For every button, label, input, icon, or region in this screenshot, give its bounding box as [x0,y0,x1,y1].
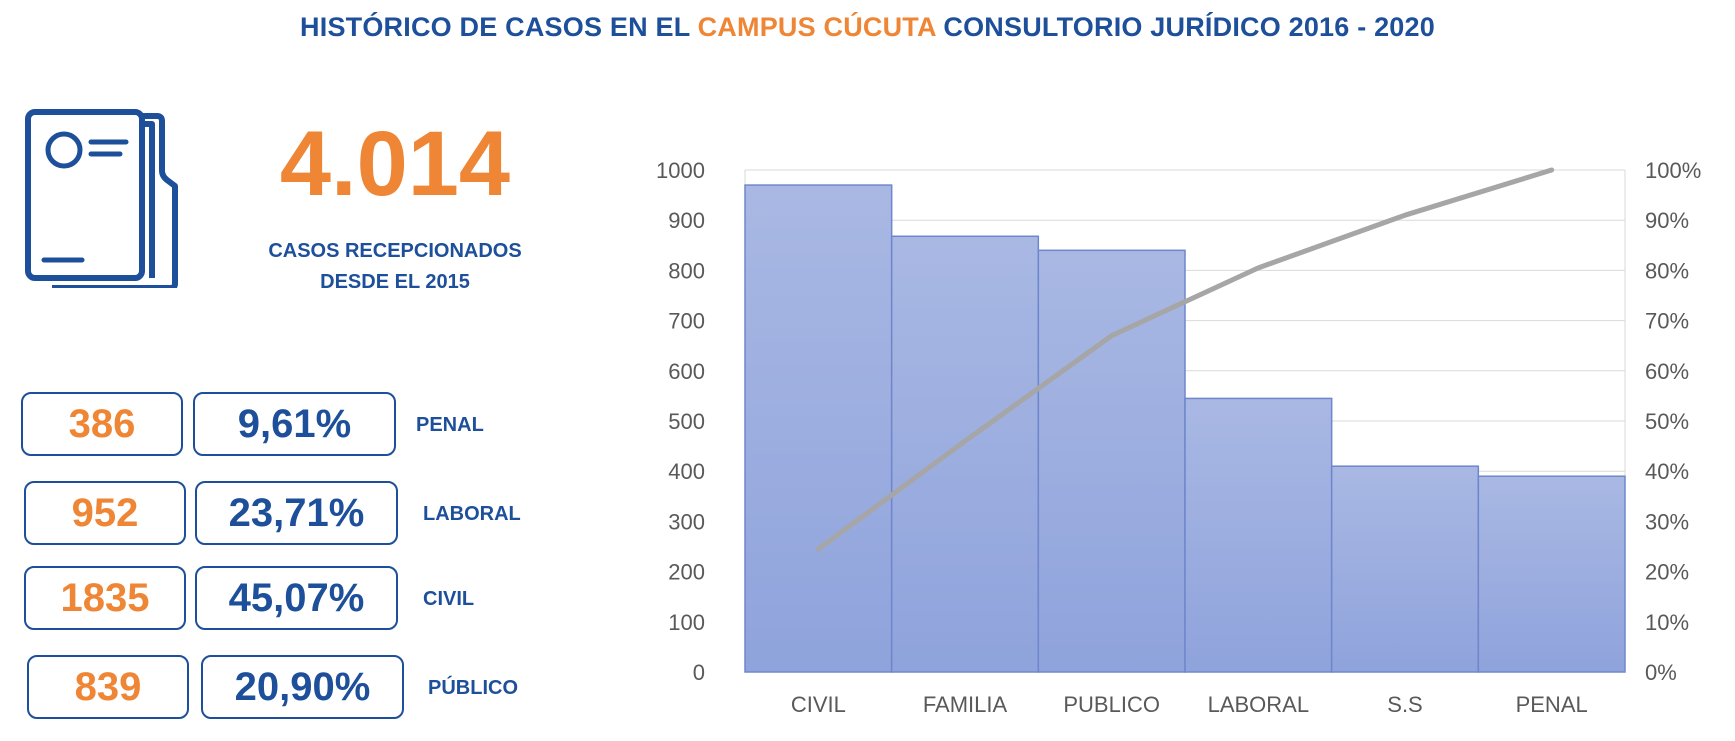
total-cases-number: 4.014 [279,113,511,215]
bar [890,235,1040,673]
count-box: 386 [21,392,183,456]
bar [744,184,893,673]
y2-tick-label: 40% [1645,459,1689,484]
title-highlight: CAMPUS CÚCUTA [697,12,936,42]
total-cases-caption: CASOS RECEPCIONADOS DESDE EL 2015 [225,236,565,298]
y-tick-label: 600 [668,359,705,384]
count-box: 952 [24,481,186,545]
x-tick-label: FAMILIA [923,692,1008,717]
y-tick-label: 700 [668,309,705,334]
count-box: 839 [27,655,189,719]
y-tick-label: 1000 [656,158,705,183]
y2-tick-label: 70% [1645,309,1689,334]
y-tick-label: 100 [668,610,705,635]
x-tick-label: CIVIL [791,692,846,717]
y2-tick-label: 100% [1645,158,1701,183]
pareto-chart: 0 100 200 300 400 500 600 700 800 900 1000 0% 10% 20%… [656,158,1701,717]
cumulative-percent-line [815,167,1555,552]
y2-tick-label: 20% [1645,560,1689,585]
y-tick-label: 900 [668,208,705,233]
x-tick-label: LABORAL [1208,692,1310,717]
x-tick-label: PENAL [1516,692,1588,717]
stat-row-civil: 1835 45,07% CIVIL [0,566,560,634]
y2-tick-label: 90% [1645,208,1689,233]
bar [1037,249,1186,673]
y-tick-label: 800 [668,258,705,283]
count-box: 1835 [24,566,186,630]
stat-row-laboral: 952 23,71% LABORAL [0,481,560,549]
y2-tick-label: 30% [1645,509,1689,534]
caption-line-2: DESDE EL 2015 [320,271,470,293]
y2-tick-label: 60% [1645,359,1689,384]
percent-box: 20,90% [201,655,404,719]
x-tick-label: PUBLICO [1063,692,1160,717]
y2-tick-label: 0% [1645,660,1677,685]
y2-tick-label: 10% [1645,610,1689,635]
bar [1330,465,1480,673]
y-tick-label: 200 [668,560,705,585]
page-title: HISTÓRICO DE CASOS EN EL CAMPUS CÚCUTA C… [0,12,1735,43]
y-tick-label: 300 [668,509,705,534]
y-tick-label: 500 [668,409,705,434]
title-part-1: HISTÓRICO DE CASOS EN EL [300,12,698,42]
category-label: LABORAL [423,503,521,525]
percent-box: 45,07% [195,566,398,630]
caption-line-1: CASOS RECEPCIONADOS [268,240,522,262]
category-label: CIVIL [423,588,475,610]
y2-tick-label: 50% [1645,409,1689,434]
title-part-2: CONSULTORIO JURÍDICO 2016 - 2020 [935,12,1435,42]
percent-box: 9,61% [193,392,396,456]
percent-box: 23,71% [195,481,398,545]
bar [1477,475,1626,673]
stat-row-publico: 839 20,90% PÚBLICO [0,655,560,723]
category-label: PENAL [416,414,484,436]
bar [1184,397,1333,673]
y2-tick-label: 80% [1645,258,1689,283]
document-folder-icon [25,109,178,288]
y-tick-label: 0 [693,660,705,685]
category-label: PÚBLICO [428,677,518,699]
x-tick-label: S.S [1387,692,1422,717]
y-tick-label: 400 [668,459,705,484]
stat-row-penal: 386 9,61% PENAL [0,392,560,460]
